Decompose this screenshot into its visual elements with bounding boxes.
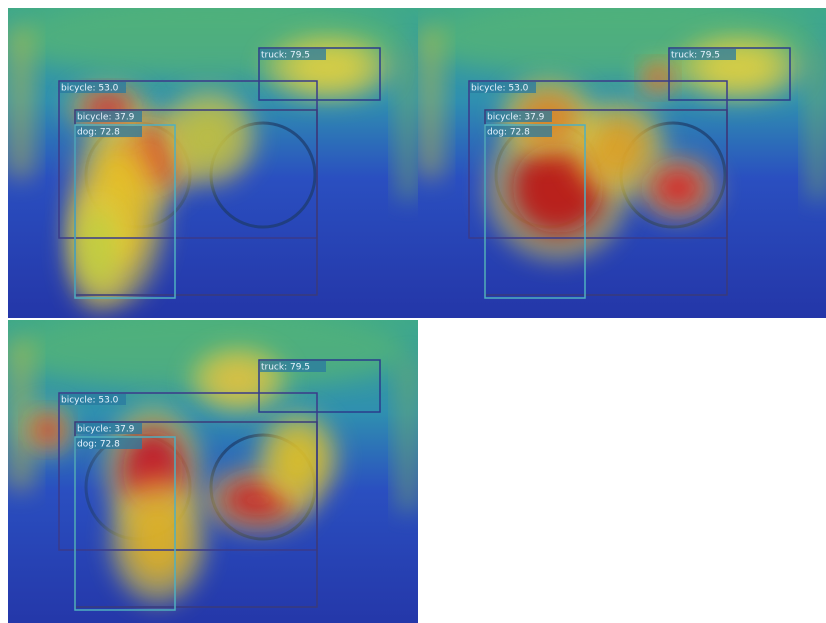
heat-blob <box>128 500 188 580</box>
box-label: bicycle: 37.9 <box>77 425 135 435</box>
box-label: truck: 79.5 <box>261 363 310 373</box>
box-label: dog: 72.8 <box>77 440 120 450</box>
heatmap-panel: truck: 79.5 bicycle: 53.0 bicycle: 37.9 dog… <box>8 0 418 318</box>
heatmap-panel: truck: 79.5 bicycle: 53.0 bicycle: 37.9 dog… <box>8 310 418 623</box>
pillar <box>808 48 826 198</box>
heat-blob <box>78 208 118 288</box>
heat-blob <box>178 108 238 168</box>
box-label: truck: 79.5 <box>261 51 310 61</box>
box-label: bicycle: 37.9 <box>77 113 135 123</box>
heatmap: truck: 79.5 bicycle: 53.0 bicycle: 37.9 dog… <box>8 310 418 623</box>
box-label: truck: 79.5 <box>671 51 720 61</box>
pillar <box>8 340 33 490</box>
box-label: dog: 72.8 <box>77 128 120 138</box>
pillar <box>8 28 33 178</box>
heat-blob <box>588 118 648 178</box>
heatmap: truck: 79.5 bicycle: 53.0 bicycle: 37.9 dog… <box>8 0 418 318</box>
pillar <box>398 360 418 510</box>
heatmap: truck: 79.5 bicycle: 53.0 bicycle: 37.9 dog… <box>418 0 826 318</box>
heat-blob <box>273 430 323 490</box>
pillar <box>418 28 443 178</box>
box-label: dog: 72.8 <box>487 128 530 138</box>
box-label: bicycle: 53.0 <box>61 84 119 94</box>
heatmap-panel: truck: 79.5 bicycle: 53.0 bicycle: 37.9 dog… <box>418 0 826 318</box>
heatmap-grid: truck: 79.5 bicycle: 53.0 bicycle: 37.9 dog… <box>0 0 826 623</box>
heat-blob <box>653 168 703 208</box>
heat-blob <box>646 66 670 90</box>
box-label: bicycle: 37.9 <box>487 113 545 123</box>
box-label: bicycle: 53.0 <box>471 84 529 94</box>
box-label: bicycle: 53.0 <box>61 396 119 406</box>
pillar <box>398 48 418 198</box>
